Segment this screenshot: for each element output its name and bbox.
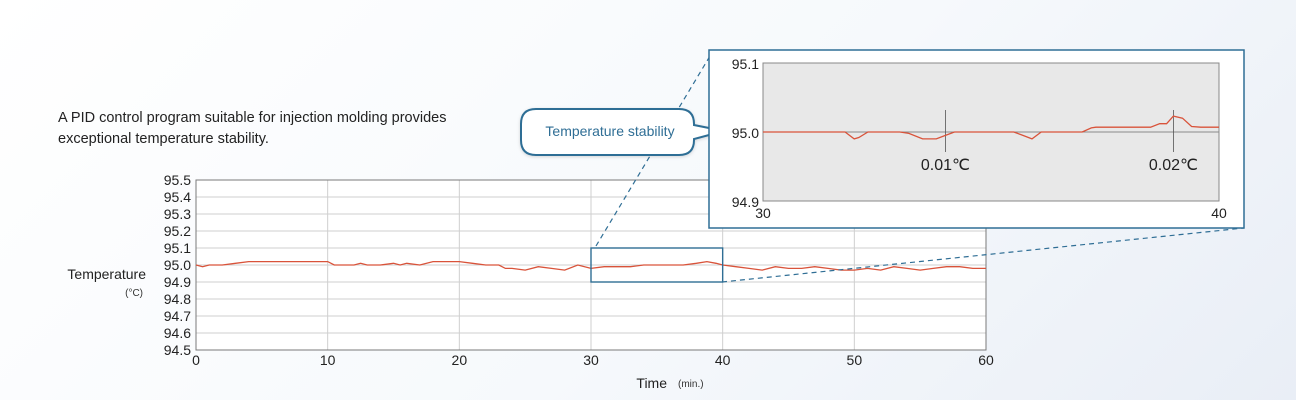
y-tick-label: 94.7 [164,308,191,324]
main-series-line [195,260,986,271]
stability-annotation: 0.02℃ [1149,157,1198,174]
highlight-box [590,247,724,283]
callout-label: Temperature stability [545,123,674,139]
y-axis-label: Temperature [67,266,146,282]
x-axis-unit: (min.) [678,379,704,390]
y-tick-label: 95.5 [164,172,191,188]
x-tick-label: 10 [320,352,336,368]
inset-chart: 95.1 95.0 94.930 40 0.01℃ 0.02℃ [708,49,1245,229]
x-tick-label: 0 [192,352,200,368]
callout-bubble [520,108,725,156]
x-tick-label: 50 [847,352,863,368]
x-tick-label: 60 [978,352,994,368]
y-tick-label: 95.2 [164,223,191,239]
x-tick-label: 40 [715,352,731,368]
inset-series-line [763,115,1219,140]
stability-annotation: 0.01℃ [921,157,970,174]
y-tick-label: 94.5 [164,342,191,358]
y-tick-label: 94.6 [164,325,191,341]
description-text: A PID control program suitable for injec… [58,110,447,147]
y-tick-label: 95.0 [164,257,191,273]
y-tick-label: 95.1 [164,240,191,256]
connector-line-bottom [721,227,1245,283]
inset-y-tick-label: 95.1 [732,56,759,72]
y-tick-label: 94.9 [164,274,191,290]
inset-y-tick-label: 94.9 [732,194,759,210]
y-axis-unit: (°C) [125,288,143,299]
inset-y-tick-label: 95.0 [732,125,759,141]
y-tick-label: 94.8 [164,291,191,307]
x-tick-label: 20 [452,352,468,368]
y-tick-label: 95.4 [164,189,191,205]
inset-x-tick-label: 30 [755,205,771,221]
x-axis-label: Time [636,375,667,391]
x-tick-label: 30 [583,352,599,368]
y-tick-label: 95.3 [164,206,191,222]
inset-x-tick-label: 40 [1211,205,1227,221]
